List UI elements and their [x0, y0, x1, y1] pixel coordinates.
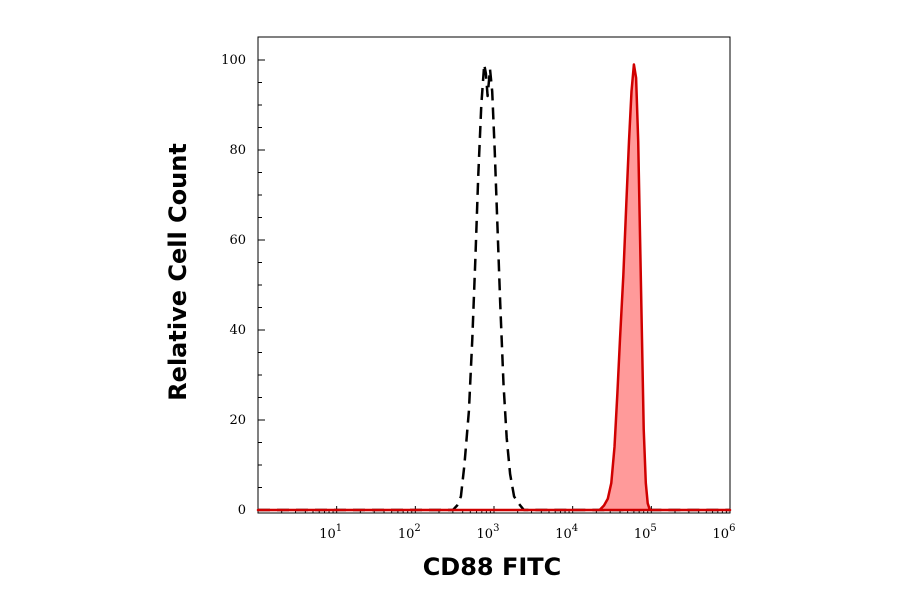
x-tick-label: 103	[477, 523, 500, 542]
y-tick-label: 60	[229, 233, 246, 248]
x-tick-label: 106	[713, 523, 736, 542]
y-tick-label: 100	[221, 53, 246, 68]
series-filled-histogram	[256, 63, 732, 512]
x-tick-label: 104	[555, 523, 578, 542]
x-tick-label: 105	[634, 523, 657, 542]
x-tick-label: 102	[398, 523, 421, 542]
series-group	[256, 63, 732, 512]
y-tick-label: 20	[229, 413, 246, 428]
y-tick-label: 40	[229, 323, 246, 338]
y-axis-title: Relative Cell Count	[164, 143, 192, 401]
x-tick-label: 101	[319, 523, 342, 542]
series-dashed-histogram	[258, 63, 730, 512]
y-tick-label: 80	[229, 143, 246, 158]
axis-ticks: 0 20 40 60 80 100 101 102 103 104 105 106	[221, 53, 735, 542]
y-tick-label: 0	[238, 503, 246, 518]
x-axis-title: CD88 FITC	[423, 553, 562, 581]
